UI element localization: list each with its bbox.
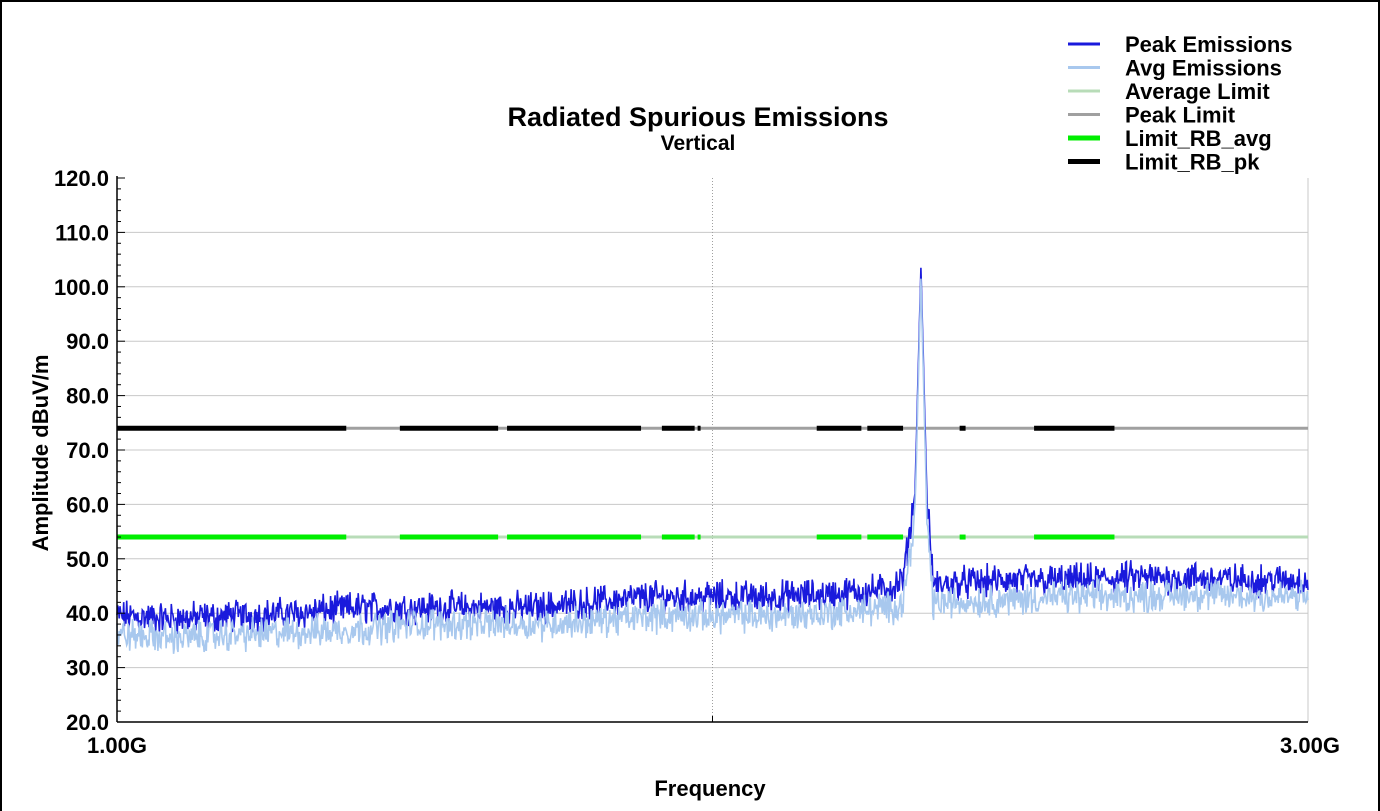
y-tick-label: 30.0 (66, 656, 109, 681)
chart-subtitle: Vertical (661, 132, 736, 155)
x-tick-label-start: 1.00G (87, 733, 147, 758)
legend-label: Average Limit (1125, 79, 1270, 104)
y-tick-label: 110.0 (55, 220, 109, 245)
legend-label: Limit_RB_pk (1125, 150, 1260, 175)
y-tick-label: 80.0 (66, 384, 109, 409)
limit-lines (117, 425, 1308, 540)
y-tick-label: 50.0 (66, 547, 109, 572)
y-tick-label: 100.0 (54, 275, 109, 300)
emission-traces (116, 267, 1309, 654)
grid (117, 178, 1309, 722)
y-tick-label: 20.0 (66, 710, 109, 735)
y-tick-label: 120.0 (54, 166, 109, 191)
x-tick-label-end: 3.00G (1280, 733, 1340, 758)
y-tick-label: 90.0 (66, 329, 109, 354)
x-axis-label: Frequency (654, 776, 766, 801)
y-tick-label: 60.0 (66, 492, 109, 517)
legend-label: Peak Limit (1125, 103, 1236, 128)
axes (116, 176, 1308, 723)
legend-label: Limit_RB_avg (1125, 126, 1272, 151)
y-axis-label: Amplitude dBuV/m (28, 355, 53, 552)
legend-label: Peak Emissions (1125, 32, 1293, 57)
chart-title: Radiated Spurious Emissions (507, 102, 888, 132)
peak-emissions-trace (116, 267, 1309, 636)
y-tick-labels: 20.0 30.0 40.0 50.0 60.0 70.0 80.0 90.0 100.0 110… (54, 166, 109, 735)
y-tick-label: 40.0 (66, 601, 109, 626)
y-tick-label: 70.0 (66, 438, 109, 463)
legend-label: Avg Emissions (1125, 56, 1282, 81)
avg-emissions-trace (116, 278, 1309, 654)
